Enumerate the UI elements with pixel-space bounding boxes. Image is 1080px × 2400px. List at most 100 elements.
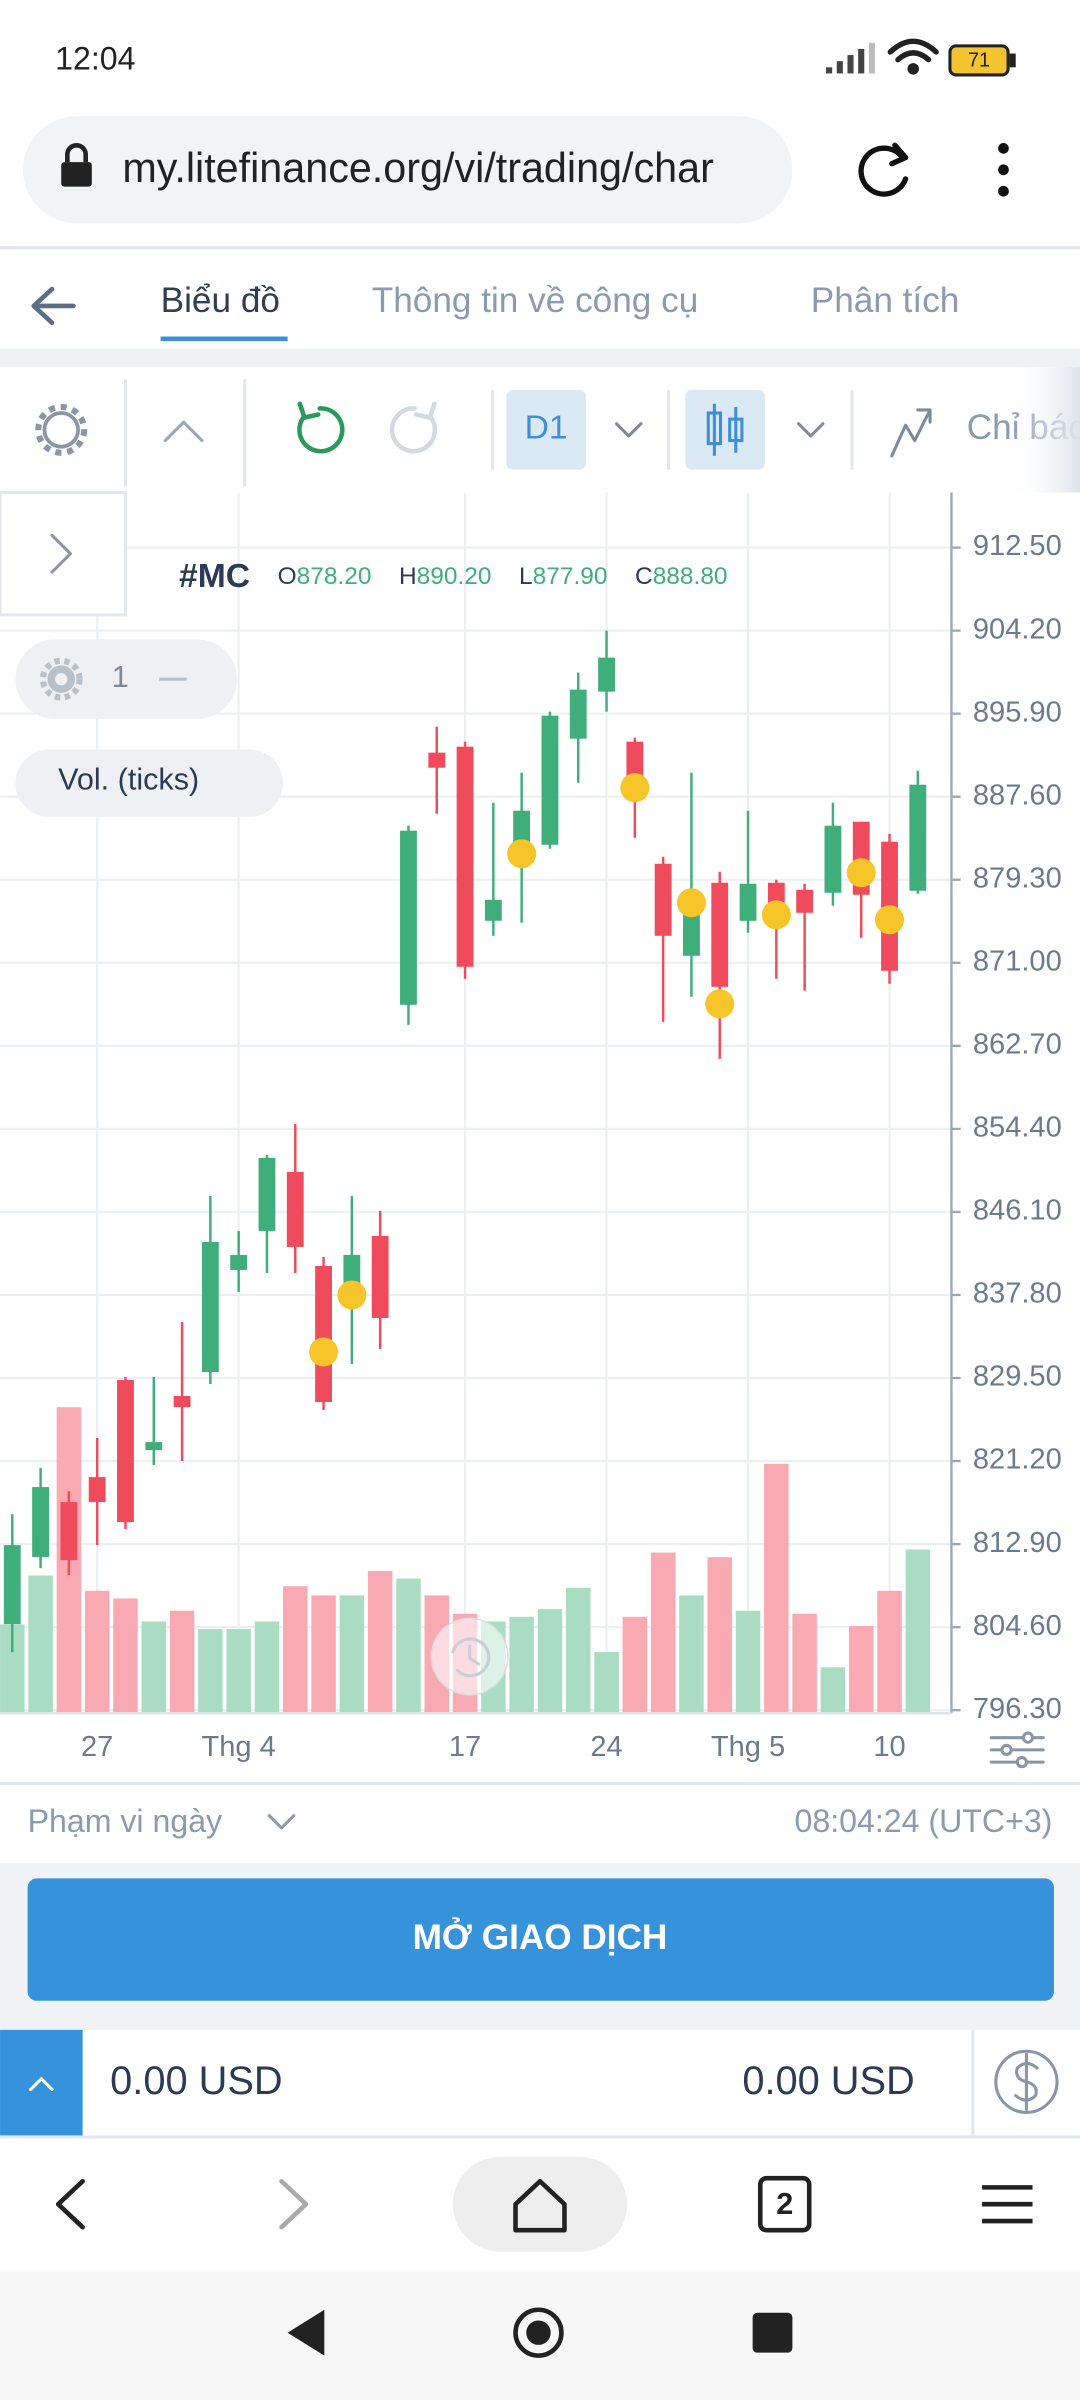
band bbox=[0, 348, 1080, 368]
menu-button[interactable] bbox=[998, 143, 1009, 197]
dropdown[interactable] bbox=[267, 1814, 296, 1830]
event-marker bbox=[761, 900, 791, 930]
url[interactable]: my.litefinance.org/vi/trading/char bbox=[122, 145, 714, 191]
event-marker bbox=[874, 905, 905, 935]
tabs-button[interactable] bbox=[757, 2175, 812, 2233]
indicator-icon[interactable] bbox=[890, 408, 932, 458]
chart-settings[interactable] bbox=[989, 1731, 1045, 1769]
ohlc-label: O bbox=[278, 564, 297, 591]
volume-bar bbox=[84, 1590, 110, 1714]
tab-count[interactable]: 2 bbox=[776, 2187, 793, 2221]
undo-button[interactable] bbox=[297, 401, 345, 454]
date-range[interactable]: Phạm vi ngày bbox=[28, 1803, 223, 1839]
y-tick-label: 871.00 bbox=[973, 945, 1062, 977]
button-label[interactable]: MỞ GIAO DỊCH bbox=[413, 1917, 668, 1957]
ohlc-value: 890.20 bbox=[417, 564, 492, 591]
timeframe-button[interactable] bbox=[506, 390, 586, 470]
system-home-dot bbox=[526, 2320, 551, 2345]
y-tick-label: 846.10 bbox=[973, 1195, 1062, 1227]
y-tick-label: 912.50 bbox=[973, 530, 1062, 562]
candle-body bbox=[201, 1241, 219, 1373]
volume-bar bbox=[848, 1626, 874, 1714]
clock: 12:04 bbox=[55, 41, 135, 77]
volume-bar bbox=[622, 1616, 648, 1714]
currency-button[interactable] bbox=[994, 2049, 1059, 2114]
system-back[interactable] bbox=[287, 2309, 325, 2356]
scroll-fade bbox=[1009, 367, 1080, 493]
balance: 0.00 USD bbox=[110, 2059, 282, 2103]
system-home[interactable] bbox=[513, 2307, 564, 2358]
volume-bar bbox=[367, 1570, 393, 1714]
candle-body bbox=[3, 1545, 21, 1625]
gear-teeth bbox=[39, 657, 83, 701]
home-button[interactable] bbox=[452, 2156, 628, 2252]
dropdown[interactable] bbox=[614, 422, 643, 438]
system-recents[interactable] bbox=[752, 2312, 793, 2353]
timeframe[interactable]: D1 bbox=[525, 410, 568, 447]
candle-body bbox=[711, 882, 729, 987]
candle-body bbox=[117, 1380, 134, 1523]
pane-pill[interactable] bbox=[15, 639, 238, 719]
battery-icon: 71 bbox=[948, 44, 1016, 77]
candle-body bbox=[286, 1171, 304, 1247]
back-button[interactable] bbox=[31, 286, 76, 326]
candle-body bbox=[796, 889, 814, 913]
candle-body bbox=[315, 1265, 332, 1403]
ohlc-label: C bbox=[635, 564, 653, 591]
side-panel-toggle[interactable] bbox=[0, 491, 127, 617]
chart-type-button[interactable] bbox=[685, 390, 765, 470]
candle-body bbox=[598, 657, 615, 692]
event-marker bbox=[337, 1280, 367, 1310]
tab[interactable]: Biểu đồ bbox=[161, 281, 280, 320]
candle-body bbox=[88, 1477, 106, 1503]
y-tick-label: 837.80 bbox=[973, 1278, 1062, 1310]
candle-body bbox=[456, 746, 474, 967]
ohlc-header: #MC O878.20 H890.20 L877.90 C888.80 bbox=[179, 558, 728, 595]
redo-button[interactable] bbox=[389, 401, 438, 454]
tab[interactable]: Thông tin về công cụ bbox=[372, 281, 699, 320]
balance: 0.00 USD bbox=[742, 2059, 914, 2103]
separators bbox=[123, 379, 854, 487]
chevron bbox=[50, 533, 72, 574]
collapse-button[interactable] bbox=[163, 420, 204, 443]
volume-bar bbox=[311, 1595, 336, 1714]
volume-bar bbox=[537, 1609, 563, 1714]
expand-button[interactable] bbox=[0, 2029, 83, 2137]
open-trade-button[interactable] bbox=[27, 1878, 1054, 2001]
volume-bar bbox=[679, 1595, 704, 1714]
volume-bar bbox=[764, 1463, 789, 1714]
y-tick-label: 887.60 bbox=[973, 779, 1062, 811]
reload-button[interactable] bbox=[858, 142, 909, 197]
toolbar: D1 Chỉ báo bbox=[35, 367, 1080, 493]
candle-body bbox=[400, 830, 417, 1005]
x-tick-label: Thg 5 bbox=[711, 1731, 785, 1763]
x-tick-label: 24 bbox=[590, 1731, 622, 1763]
address-bar[interactable] bbox=[22, 116, 793, 224]
ohlc-label: L bbox=[519, 564, 533, 591]
volume-bar bbox=[820, 1667, 846, 1714]
ohlc-value: 878.20 bbox=[297, 564, 372, 591]
tab[interactable]: Phân tích bbox=[811, 281, 960, 320]
menu-button[interactable] bbox=[982, 2185, 1033, 2224]
settings-button[interactable] bbox=[42, 411, 80, 449]
x-tick-label: Thg 4 bbox=[202, 1731, 276, 1763]
y-tick-label: 804.60 bbox=[973, 1610, 1062, 1642]
event-marker bbox=[846, 858, 876, 888]
y-tick-label: 796.30 bbox=[973, 1693, 1062, 1725]
replay-icon bbox=[451, 1637, 491, 1678]
volume-pill[interactable] bbox=[15, 749, 284, 817]
symbol: #MC bbox=[179, 558, 250, 595]
volume-bar bbox=[169, 1610, 195, 1714]
back-button[interactable] bbox=[55, 2178, 85, 2230]
forward-button[interactable] bbox=[279, 2178, 309, 2230]
battery-level: 71 bbox=[968, 49, 990, 71]
volume-bar bbox=[141, 1621, 167, 1714]
candle-body bbox=[145, 1442, 163, 1451]
ohlc-value: 877.90 bbox=[533, 564, 608, 591]
y-tick-label: 821.20 bbox=[973, 1444, 1062, 1476]
candle-body bbox=[654, 863, 672, 936]
y-tick-label: 879.30 bbox=[973, 862, 1062, 894]
dropdown[interactable] bbox=[796, 422, 825, 438]
candle-body bbox=[541, 715, 559, 845]
